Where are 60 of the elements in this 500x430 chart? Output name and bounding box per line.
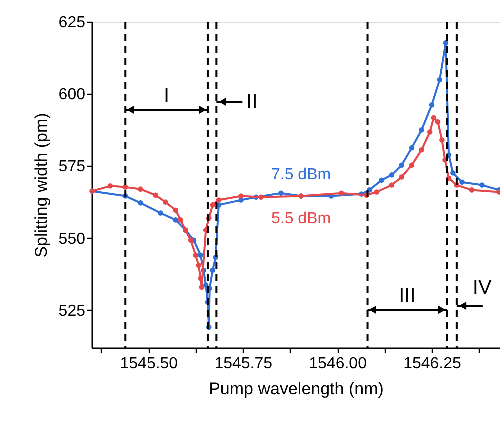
point bbox=[238, 194, 244, 199]
point bbox=[419, 147, 424, 153]
point bbox=[435, 119, 441, 125]
x-tick-label: 1546.25 bbox=[404, 356, 462, 372]
point bbox=[443, 40, 449, 46]
series-label: 7.5 dBm bbox=[271, 166, 332, 184]
x-axis-title: Pump wavelength (nm) bbox=[209, 380, 384, 398]
annotation: II bbox=[246, 91, 258, 113]
point bbox=[409, 145, 415, 151]
series-label: 5.5 dBm bbox=[271, 210, 332, 228]
point bbox=[450, 170, 456, 176]
point bbox=[389, 172, 395, 178]
point bbox=[379, 178, 384, 184]
annotation: I bbox=[164, 85, 170, 107]
point bbox=[193, 252, 199, 258]
point bbox=[431, 115, 437, 121]
point bbox=[429, 102, 435, 108]
point bbox=[138, 200, 144, 206]
point bbox=[216, 198, 222, 203]
point bbox=[198, 252, 204, 258]
point bbox=[469, 188, 475, 193]
point bbox=[138, 186, 144, 192]
point bbox=[440, 138, 445, 143]
point bbox=[173, 218, 179, 223]
y-tick-label: 600 bbox=[58, 86, 86, 104]
y-tick-label: 550 bbox=[58, 230, 86, 248]
point bbox=[210, 202, 216, 208]
point bbox=[258, 194, 264, 200]
x-tick-label: 1545.50 bbox=[120, 356, 178, 372]
point bbox=[188, 238, 194, 244]
point bbox=[199, 284, 205, 290]
point bbox=[178, 218, 184, 223]
annotation: III bbox=[399, 285, 416, 307]
point bbox=[278, 190, 284, 196]
point bbox=[173, 208, 179, 214]
point bbox=[409, 162, 415, 168]
point bbox=[399, 162, 404, 168]
point bbox=[122, 184, 128, 190]
point bbox=[399, 174, 404, 180]
y-tick-label: 625 bbox=[58, 14, 86, 32]
point bbox=[108, 184, 114, 189]
point bbox=[480, 182, 485, 188]
annotation: IV bbox=[472, 277, 492, 299]
point bbox=[374, 190, 380, 195]
point bbox=[437, 77, 443, 83]
point bbox=[427, 130, 433, 135]
x-tick-label: 1545.75 bbox=[214, 356, 273, 372]
x-tick-label: 1546.00 bbox=[309, 356, 368, 372]
y-tick-label: 575 bbox=[58, 158, 86, 176]
point bbox=[419, 128, 424, 133]
point bbox=[210, 268, 216, 274]
point bbox=[163, 200, 168, 205]
point bbox=[339, 190, 344, 196]
point bbox=[196, 262, 202, 268]
point bbox=[158, 210, 164, 216]
point bbox=[153, 192, 158, 198]
y-tick-label: 525 bbox=[58, 302, 86, 320]
point bbox=[389, 182, 395, 188]
y-axis-title: Splitting width (pm) bbox=[32, 113, 51, 258]
point bbox=[460, 180, 465, 186]
